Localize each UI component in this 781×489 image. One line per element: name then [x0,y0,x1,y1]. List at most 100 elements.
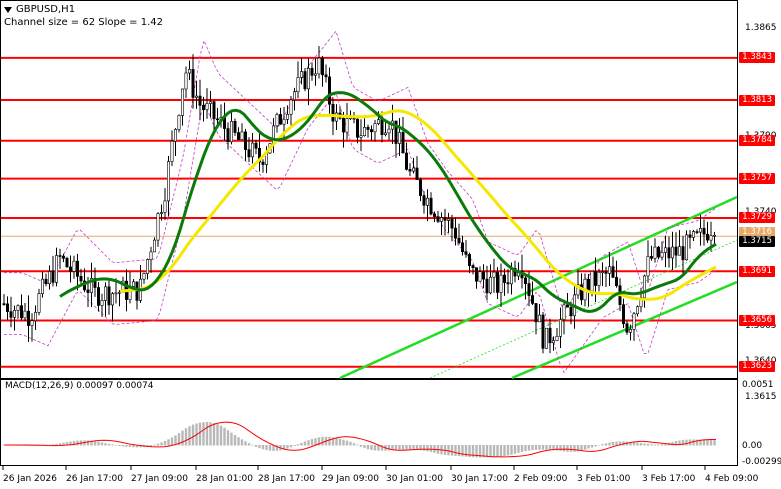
macd-bar [468,445,471,458]
macd-bar [328,436,331,446]
candle-body [376,119,380,124]
candle-body [359,135,363,138]
macd-bar [394,445,398,450]
candle-body [118,291,122,294]
candle-body [149,251,153,260]
macd-bar [181,430,184,446]
candle-body [467,254,471,266]
macd-bar [321,436,324,446]
macd-bar [597,445,601,446]
candle-body [604,271,608,274]
candle-body [534,303,538,323]
candle-body [278,114,282,125]
candle-body [670,246,674,259]
macd-bar [643,443,646,446]
axes: 1.38651.37901.37401.36651.36401.36150.00… [2,23,781,484]
macd-bar [541,445,545,450]
macd-bar [566,445,569,452]
macd-bar [608,442,611,446]
candle-body [660,252,664,258]
candle-body [499,274,503,293]
macd-bar [485,445,489,458]
candle-body [366,127,370,130]
macd-bar [412,445,415,450]
candle-body [495,271,499,293]
candle-body [205,103,209,110]
macd-bar [555,445,559,451]
candle-body [209,101,213,104]
candle-body [292,91,296,101]
macd-bar [296,444,300,446]
macd-bar [531,445,534,451]
macd-bar [569,445,573,452]
candle-body [202,104,206,110]
macd-pane-frame [0,379,738,466]
candle-body [156,213,160,241]
aux-price-label: 1.3716 [739,227,775,239]
macd-bar [352,443,356,446]
candle-body [69,266,73,272]
macd-bar [559,445,562,451]
macd-bar [226,430,230,446]
macd-bar [233,435,237,446]
candle-body [709,235,713,241]
candle-body [425,197,429,206]
macd-bar [653,444,657,446]
candle-body [320,57,324,76]
candle-body [509,268,513,285]
macd-bar [268,445,272,451]
ma-fast-line [59,91,717,313]
macd-bar [128,445,132,448]
macd-bar [601,444,604,446]
dropdown-triangle-icon[interactable] [4,6,12,13]
level-label: 1.3784 [739,135,775,147]
macd-bar [188,426,191,446]
level-label: 1.3656 [739,314,775,326]
candle-body [474,267,478,282]
candle-body [478,271,482,282]
macd-bar [237,437,240,446]
macd-indicator [2,421,716,458]
candle-body [712,234,716,237]
chart-header: GBPUSD,H1 Channel size = 62 Slope = 1.42 [4,3,163,29]
macd-bar [65,442,69,446]
candle-body [13,310,17,318]
candle-body [170,140,174,162]
candle-body [383,132,387,135]
time-axis-label: 30 Jan 01:00 [386,474,443,484]
macd-axis-label: 0.00 [742,441,762,451]
candle-body [107,286,111,306]
candle-body [296,77,300,93]
candle-body [544,327,548,349]
candle-body [397,132,401,144]
candle-body [681,246,685,261]
candle-body [450,218,454,229]
candle-body [646,256,650,277]
macd-bar [132,445,135,448]
candle-body [415,167,419,180]
macd-bar [615,441,618,446]
macd-axis-label: 0.0051 [742,380,774,390]
macd-bar [198,422,202,446]
candle-body [506,282,510,285]
candle-body [656,246,660,258]
macd-bar [475,445,478,458]
candle-body [576,284,580,296]
macd-bar [604,443,608,446]
level-label: 1.3813 [739,94,775,106]
candle-body [464,251,468,255]
candle-body [597,272,601,286]
candle-body [114,292,118,295]
candle-body [387,128,391,134]
candle-body [142,273,146,280]
macd-bar [359,445,363,447]
candle-body [76,260,80,277]
macd-bar [695,439,699,446]
macd-bar [426,445,429,452]
candle-body [460,242,464,253]
candle-body [562,304,566,320]
macd-bar [170,437,174,446]
candle-body [331,103,335,122]
candle-body [33,312,37,321]
